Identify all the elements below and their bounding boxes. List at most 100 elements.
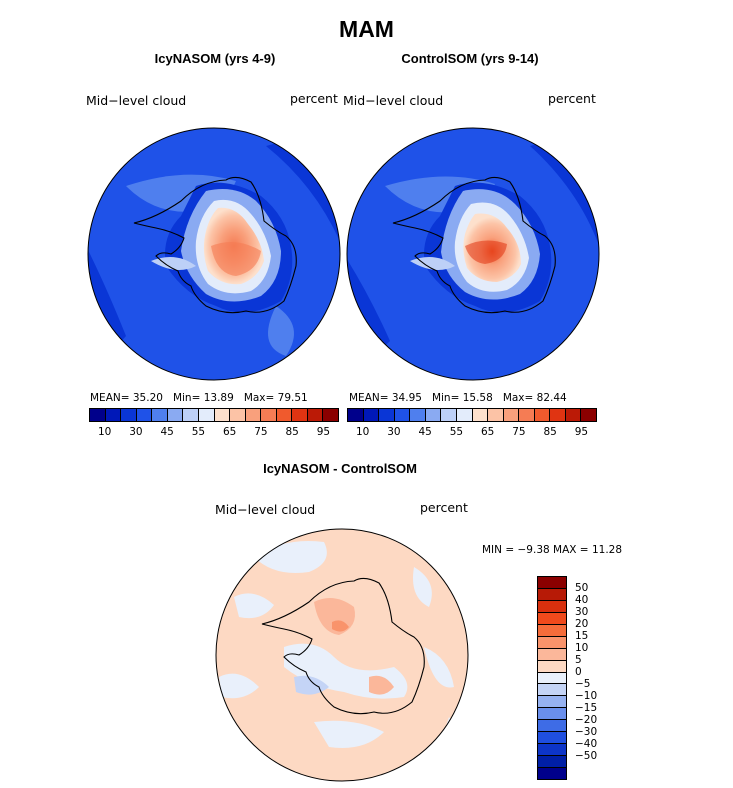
colorbar-swatch <box>538 720 566 733</box>
colorbar-tick-label: −30 <box>575 726 598 738</box>
diff-title: IcyNASOM - ControlSOM <box>263 461 417 476</box>
min-label: Min= <box>431 392 460 404</box>
colorbar-tick-label: 40 <box>575 594 589 606</box>
colorbar-swatch <box>105 409 122 421</box>
colorbar-tick-label: 85 <box>285 426 299 438</box>
diff-variable-label: Mid−level cloud <box>215 502 316 517</box>
colorbar-tick-label: −5 <box>575 678 591 690</box>
colorbar-swatch <box>276 409 293 421</box>
panel-2-min-value: 15.58 <box>462 392 493 404</box>
colorbar-swatch <box>538 672 566 685</box>
panel-1-min-value: 13.89 <box>203 392 234 404</box>
colorbar-swatch <box>394 409 411 421</box>
colorbar-swatch <box>214 409 231 421</box>
diff-min-value: −9.38 <box>517 544 550 556</box>
colorbar-swatch <box>538 612 566 625</box>
colorbar-swatch <box>441 409 457 421</box>
colorbar-swatch <box>379 409 395 421</box>
colorbar-tick-label: 10 <box>97 426 112 438</box>
panel-1-max-value: 79.51 <box>277 392 308 404</box>
panel-1-units-label: percent <box>290 91 338 106</box>
panel-1-title: IcyNASOM (yrs 4-9) <box>154 51 276 66</box>
panel-2-colorbar <box>347 408 597 422</box>
colorbar-tick-label: 50 <box>575 582 589 594</box>
panel-2-title: ControlSOM (yrs 9-14) <box>401 51 539 66</box>
colorbar-swatch <box>167 409 184 421</box>
colorbar-tick-label: 30 <box>575 606 589 618</box>
diff-max-label: MAX = <box>553 544 589 556</box>
colorbar-tick-label: 65 <box>222 426 237 438</box>
panel-1-mean-value: 35.20 <box>132 392 163 404</box>
colorbar-tick-label: 95 <box>574 426 589 438</box>
colorbar-swatch <box>538 684 566 697</box>
colorbar-swatch <box>472 409 489 421</box>
colorbar-swatch <box>245 409 262 421</box>
colorbar-swatch <box>198 409 215 421</box>
colorbar-tick-label: 75 <box>254 426 268 438</box>
colorbar-tick-label: 5 <box>575 654 582 666</box>
colorbar-swatch <box>456 409 473 421</box>
colorbar-tick-label: 85 <box>543 426 557 438</box>
colorbar-tick-label: 55 <box>191 426 206 438</box>
diff-min-label: MIN = <box>482 544 515 556</box>
diff-map <box>215 528 469 782</box>
colorbar-tick-label: 0 <box>575 666 582 678</box>
colorbar-swatch <box>425 409 442 421</box>
diff-colorbar <box>537 576 567 780</box>
colorbar-tick-label: 15 <box>575 630 589 642</box>
colorbar-swatch <box>534 409 551 421</box>
colorbar-tick-label: −10 <box>575 690 598 702</box>
diff-units-label: percent <box>420 500 468 515</box>
diff-colorbar-ticks: 50 40 30 20 15 10 5 0 −5 −10 −15 −20 −30 −40 −50 <box>575 576 615 780</box>
colorbar-swatch <box>538 696 566 709</box>
colorbar-swatch <box>538 600 566 613</box>
colorbar-swatch <box>538 756 566 768</box>
colorbar-tick-label: 65 <box>480 426 495 438</box>
colorbar-swatch <box>550 409 566 421</box>
panel-2-map <box>346 127 600 381</box>
colorbar-swatch <box>538 744 566 757</box>
colorbar-tick-label: 75 <box>512 426 526 438</box>
colorbar-swatch <box>581 409 596 421</box>
mean-label: MEAN= <box>90 392 130 404</box>
panel-1-colorbar <box>89 408 339 422</box>
colorbar-swatch <box>261 409 277 421</box>
colorbar-tick-label: 95 <box>316 426 331 438</box>
colorbar-swatch <box>152 409 168 421</box>
colorbar-swatch <box>183 409 199 421</box>
colorbar-swatch <box>538 708 566 721</box>
colorbar-swatch <box>121 409 137 421</box>
colorbar-swatch <box>488 409 504 421</box>
colorbar-tick-label: 10 <box>355 426 370 438</box>
colorbar-tick-label: 55 <box>449 426 464 438</box>
max-label: Max= <box>502 392 534 404</box>
colorbar-swatch <box>323 409 338 421</box>
colorbar-tick-label: −20 <box>575 714 598 726</box>
colorbar-swatch <box>538 624 566 637</box>
colorbar-swatch <box>538 768 566 779</box>
panel-2-units-label: percent <box>548 91 596 106</box>
colorbar-swatch <box>230 409 246 421</box>
colorbar-swatch <box>503 409 520 421</box>
colorbar-swatch <box>538 577 566 589</box>
colorbar-tick-label: 45 <box>160 426 174 438</box>
colorbar-swatch <box>363 409 380 421</box>
colorbar-swatch <box>538 648 566 661</box>
panel-1-map <box>87 127 341 381</box>
panel-1-colorbar-ticks: 10 30 45 55 65 75 85 95 <box>89 426 339 440</box>
panel-1-stats: MEAN= 35.20 Min= 13.89 Max= 79.51 <box>90 392 308 404</box>
colorbar-swatch <box>519 409 535 421</box>
colorbar-tick-label: 10 <box>575 642 589 654</box>
colorbar-swatch <box>90 409 106 421</box>
min-label: Min= <box>172 392 201 404</box>
panel-2-stats: MEAN= 34.95 Min= 15.58 Max= 82.44 <box>349 392 567 404</box>
colorbar-tick-label: −15 <box>575 702 598 714</box>
colorbar-tick-label: −50 <box>575 750 598 762</box>
colorbar-swatch <box>538 732 566 745</box>
colorbar-swatch <box>307 409 324 421</box>
panel-2-max-value: 82.44 <box>536 392 567 404</box>
panel-1-variable-label: Mid−level cloud <box>86 93 187 108</box>
colorbar-swatch <box>538 660 566 673</box>
colorbar-tick-label: 30 <box>129 426 143 438</box>
colorbar-swatch <box>538 588 566 601</box>
